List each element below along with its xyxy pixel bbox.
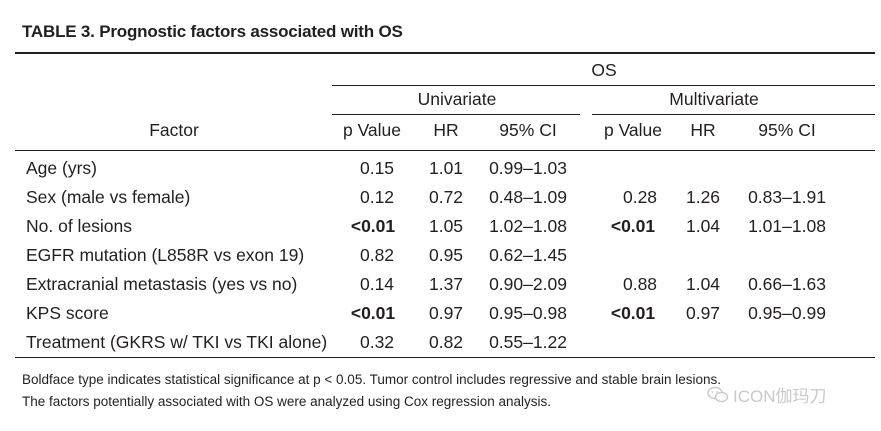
multivariate-ci-cell: 0.83–1.91 [748,187,826,207]
multivariate-header: Multivariate [669,89,759,109]
univariate-p-cell: <0.01 [350,303,396,323]
os-group-rule [332,85,875,86]
univariate-ci-cell: 0.48–1.09 [489,187,567,207]
multivariate-ci-cell: 1.01–1.08 [748,216,826,236]
multivariate-ci-cell: 0.66–1.63 [748,274,826,294]
factor-cell: Age (yrs) [26,158,97,178]
multivariate-ci-cell: 0.95–0.99 [748,303,826,323]
factor-cell: Treatment (GKRS w/ TKI vs TKI alone) [26,332,328,352]
univariate-p-cell: 0.15 [359,158,395,178]
univariate-p-cell: <0.01 [350,216,396,236]
univariate-p-cell: 0.32 [359,332,395,352]
univariate-ci-cell: 1.02–1.08 [489,216,567,236]
univariate-hr-cell: 1.01 [428,158,464,178]
factor-cell: Extracranial metastasis (yes vs no) [26,274,298,294]
univariate-ci-cell: 0.99–1.03 [489,158,567,178]
multivariate-hr-header: HR [690,120,716,140]
multivariate-p-header: p Value [603,120,663,140]
header-bottom-rule [15,150,875,151]
table-bottom-rule [15,357,875,358]
univariate-hr-header: HR [433,120,459,140]
multivariate-p-cell: 0.28 [622,187,658,207]
univariate-header: Univariate [417,89,497,109]
univariate-p-cell: 0.14 [359,274,395,294]
watermark-text: ICON伽玛刀 [733,387,827,406]
univariate-p-header: p Value [342,120,402,140]
univariate-hr-cell: 0.72 [428,187,464,207]
multivariate-hr-cell: 1.04 [685,216,721,236]
univariate-hr-cell: 1.37 [428,274,464,294]
univariate-ci-header: 95% CI [499,120,557,140]
table-title: TABLE 3. Prognostic factors associated w… [22,22,403,41]
univariate-p-cell: 0.12 [359,187,395,207]
multivariate-hr-cell: 1.04 [685,274,721,294]
factor-header: Factor [149,120,199,140]
univariate-hr-cell: 0.82 [428,332,464,352]
top-rule [15,52,875,54]
factor-cell: KPS score [26,303,109,323]
watermark: ICON伽玛刀 [707,382,827,407]
univariate-hr-cell: 0.97 [428,303,464,323]
univariate-hr-cell: 0.95 [428,245,464,265]
os-group-header: OS [591,60,617,80]
wechat-icon [707,386,729,402]
footnote-significance: Boldface type indicates statistical sign… [22,372,722,387]
univariate-ci-cell: 0.95–0.98 [489,303,567,323]
multivariate-p-cell: <0.01 [610,216,656,236]
multivariate-hr-cell: 1.26 [685,187,721,207]
multivariate-rule [592,114,875,115]
multivariate-p-cell: 0.88 [622,274,658,294]
footnote-method: The factors potentially associated with … [22,394,552,409]
univariate-hr-cell: 1.05 [428,216,464,236]
multivariate-ci-header: 95% CI [758,120,816,140]
univariate-ci-cell: 0.55–1.22 [489,332,567,352]
factor-cell: Sex (male vs female) [26,187,191,207]
factor-cell: EGFR mutation (L858R vs exon 19) [26,245,305,265]
univariate-ci-cell: 0.62–1.45 [489,245,567,265]
univariate-p-cell: 0.82 [359,245,395,265]
factor-cell: No. of lesions [26,216,133,236]
multivariate-hr-cell: 0.97 [685,303,721,323]
multivariate-p-cell: <0.01 [610,303,656,323]
univariate-ci-cell: 0.90–2.09 [489,274,567,294]
univariate-rule [332,114,580,115]
